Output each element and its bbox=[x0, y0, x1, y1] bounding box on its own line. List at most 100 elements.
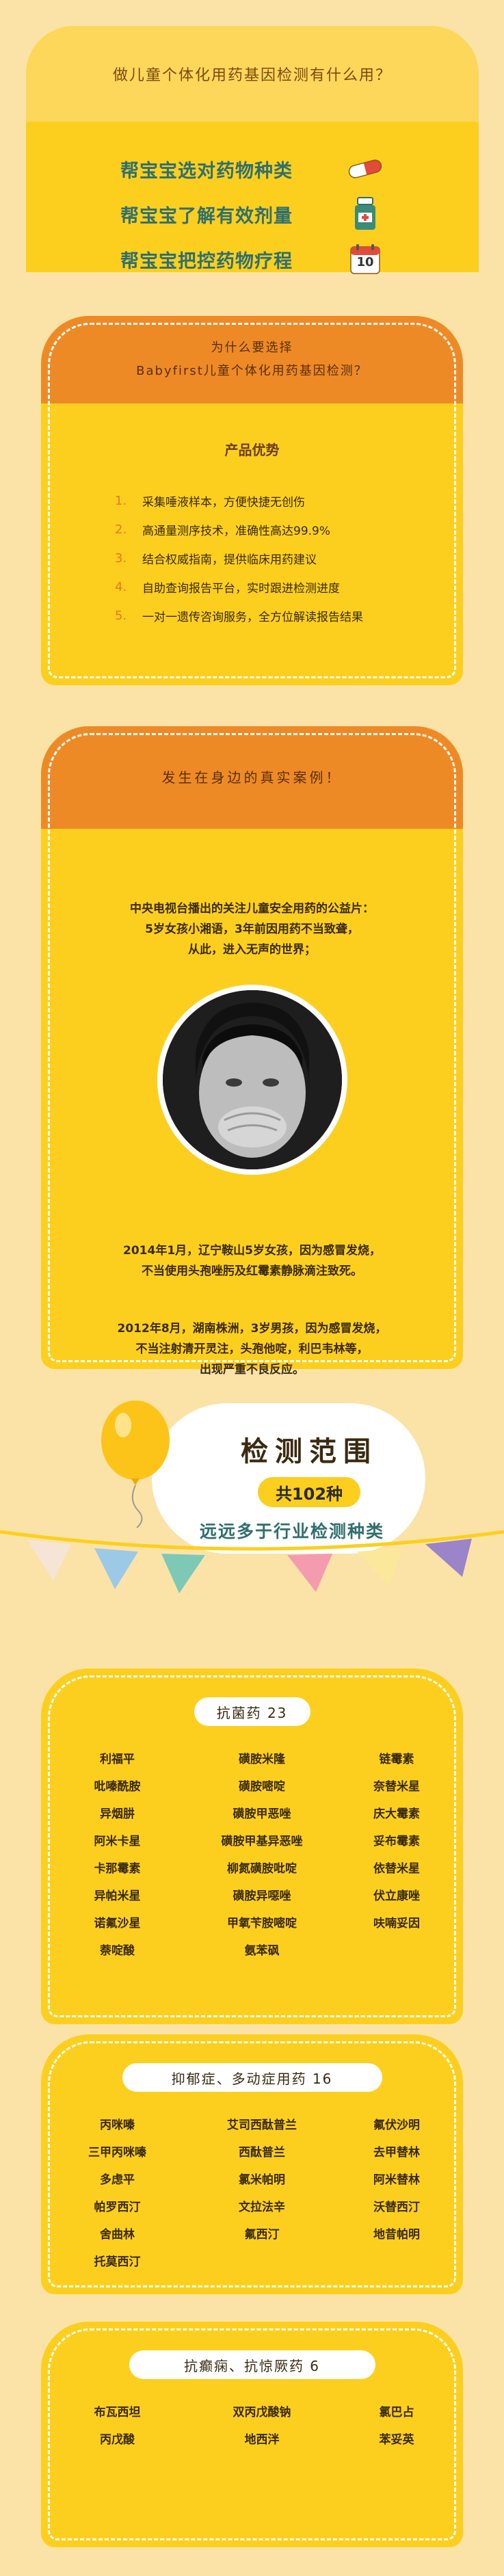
drug-name: 甲氧苄胺嘧啶 bbox=[227, 1916, 297, 1930]
drug-name: 丙咪嗪 bbox=[100, 2118, 135, 2132]
range-banner: 检测范围 共102种 远远多于行业检测种类 bbox=[0, 1376, 504, 1622]
drug-group-antiepileptic: 抗癫痫、抗惊厥药 6 布瓦西坦 双丙戊酸钠 氯巴占丙戊酸 地西泮 苯妥英 bbox=[41, 2322, 463, 2547]
drug-name: 三甲丙咪嗪 bbox=[88, 2145, 146, 2160]
drug-name: 磺胺异噁唑 bbox=[233, 1889, 291, 1903]
range-subtitle: 远远多于行业检测种类 bbox=[199, 1522, 384, 1541]
drug-name: 柳氮磺胺吡啶 bbox=[227, 1861, 297, 1876]
item-text: 高通量测序技术，准确性高达99.9% bbox=[142, 524, 331, 538]
drug-name: 庆大霉素 bbox=[373, 1807, 420, 1821]
advantages-list: 1. 采集唾液样本，方便快捷无创伤 2. 高通量测序技术，准确性高达99.9% 3.… bbox=[115, 486, 463, 630]
drug-group-title: 抗癫痫、抗惊厥药 6 bbox=[129, 2350, 375, 2379]
case-line: 不当注射清开灵注，头孢他啶，利巴韦林等， bbox=[135, 1342, 369, 1356]
item-number: 3. bbox=[115, 550, 127, 566]
drug-name: 地西泮 bbox=[244, 2432, 280, 2447]
item-number: 2. bbox=[115, 522, 127, 537]
calendar-day: 10 bbox=[356, 255, 374, 269]
list-item: 1. 采集唾液样本，方便快捷无创伤 bbox=[115, 486, 463, 515]
drug-name: 去甲替林 bbox=[373, 2145, 420, 2160]
list-item: 3. 结合权威指南，提供临床用药建议 bbox=[115, 544, 463, 572]
case-line: 不当使用头孢唑肟及红霉素静脉滴注致死。 bbox=[142, 1264, 362, 1278]
intro-title: 做儿童个体化用药基因检测有什么用？ bbox=[112, 67, 392, 84]
drug-name: 异烟肼 bbox=[100, 1807, 135, 1821]
drug-group-antibacterial: 抗菌药 23 利福平 磺胺米隆 链霉素 吡嗪酰胺 磺胺嘧啶 奈替米星 异烟肼 磺胺甲恶唑 庆大霉… bbox=[41, 1669, 463, 2024]
benefit-row: 帮宝宝选对药物种类 bbox=[26, 146, 479, 191]
drug-grid: 丙咪嗪 艾司西酞普兰 氟伏沙明三甲丙咪嗪 西酞普兰 去甲替林多虑平 氯米帕明 阿米替林帕罗西… bbox=[41, 2110, 463, 2274]
drug-name: 苯妥英 bbox=[379, 2432, 414, 2447]
medicine-bottle-icon bbox=[346, 195, 384, 233]
drug-group-title: 抑郁症、多动症用药 16 bbox=[122, 2063, 382, 2092]
drug-name: 奈替米星 bbox=[373, 1779, 420, 1794]
drug-name: 氯巴占 bbox=[379, 2405, 414, 2419]
benefit-label: 帮宝宝选对药物种类 bbox=[120, 160, 293, 182]
case-line: 出现严重不良反应。 bbox=[200, 1363, 304, 1377]
calendar-icon: 10 bbox=[346, 240, 384, 278]
drug-name: 文拉法辛 bbox=[239, 2200, 285, 2214]
drug-name: 依替米星 bbox=[373, 1861, 420, 1876]
intro-header: 做儿童个体化用药基因检测有什么用？ bbox=[26, 26, 479, 122]
drug-name: 异帕米星 bbox=[94, 1889, 141, 1903]
drug-name: 链霉素 bbox=[379, 1752, 414, 1766]
bunting-icon bbox=[0, 1530, 504, 1593]
balloon-icon bbox=[96, 1398, 178, 1530]
drug-name: 丙戊酸 bbox=[100, 2432, 135, 2447]
cases-title: 发生在身边的真实案例！ bbox=[161, 769, 343, 786]
drug-name: 呋喃妥因 bbox=[373, 1916, 420, 1930]
drug-name: 沃替西汀 bbox=[373, 2200, 420, 2214]
range-cloud: 检测范围 共102种 远远多于行业检测种类 bbox=[152, 1403, 425, 1554]
drug-name: 氯米帕明 bbox=[239, 2173, 285, 2187]
drug-name: 萘啶酸 bbox=[100, 1943, 135, 1958]
intro-card: 做儿童个体化用药基因检测有什么用？ 帮宝宝选对药物种类 帮宝宝了解有效剂量 帮宝… bbox=[26, 26, 479, 274]
why-title-line1: 为什么要选择 bbox=[211, 341, 293, 355]
drug-name: 氨苯砜 bbox=[244, 1943, 280, 1958]
case-paragraph: 2014年1月，辽宁鞍山5岁女孩，因为感冒发烧， 不当使用头孢唑肟及红霉素静脉滴… bbox=[41, 1240, 463, 1282]
case-line: 从此，进入无声的世界； bbox=[188, 943, 316, 957]
drug-grid: 利福平 磺胺米隆 链霉素 吡嗪酰胺 磺胺嘧啶 奈替米星 异烟肼 磺胺甲恶唑 庆大霉素 阿米卡星 磺胺… bbox=[41, 1744, 463, 1963]
drug-name: 伏立康唑 bbox=[373, 1889, 420, 1903]
dashed-border bbox=[48, 2041, 456, 2287]
list-item: 2. 高通量测序技术，准确性高达99.9% bbox=[115, 515, 463, 544]
why-header: 为什么要选择 Babyfirst儿童个体化用药基因检测？ bbox=[41, 316, 463, 403]
benefit-label: 帮宝宝了解有效剂量 bbox=[120, 205, 293, 227]
drug-name: 布瓦西坦 bbox=[94, 2405, 141, 2419]
list-item: 5. 一对一遗传咨询服务，全方位解读报告结果 bbox=[115, 601, 463, 630]
drug-name: 妥布霉素 bbox=[373, 1834, 420, 1848]
drug-name: 阿米卡星 bbox=[94, 1834, 141, 1848]
drug-name: 多虑平 bbox=[100, 2173, 135, 2187]
case-line: 2014年1月，辽宁鞍山5岁女孩，因为感冒发烧， bbox=[123, 1244, 381, 1258]
dashed-border bbox=[48, 2328, 456, 2540]
drug-name: 氟西汀 bbox=[244, 2227, 280, 2242]
list-item: 4. 自助查询报告平台，实时跟进检测进度 bbox=[115, 572, 463, 601]
drug-name: 双丙戊酸钠 bbox=[233, 2405, 291, 2419]
item-number: 5. bbox=[115, 608, 127, 623]
advantages-title: 产品优势 bbox=[224, 442, 280, 458]
drug-name: 地昔帕明 bbox=[373, 2227, 420, 2242]
drug-name: 诺氟沙星 bbox=[94, 1916, 141, 1930]
dashed-border bbox=[48, 1675, 456, 2017]
benefit-row: 帮宝宝把控药物疗程 10 bbox=[26, 237, 479, 282]
item-text: 采集唾液样本，方便快捷无创伤 bbox=[142, 495, 305, 509]
cases-header: 发生在身边的真实案例！ bbox=[41, 726, 463, 829]
drug-name: 舍曲林 bbox=[100, 2227, 135, 2242]
drug-name: 吡嗪酰胺 bbox=[94, 1779, 141, 1794]
drug-name: 氟伏沙明 bbox=[373, 2118, 420, 2132]
capsule-icon bbox=[346, 150, 384, 188]
item-text: 自助查询报告平台，实时跟进检测进度 bbox=[142, 581, 340, 596]
case-line: 2012年8月，湖南株洲，3岁男孩，因为感冒发烧， bbox=[117, 1322, 387, 1336]
drug-name: 阿米替林 bbox=[373, 2173, 420, 2187]
why-title-line2: Babyfirst儿童个体化用药基因检测？ bbox=[136, 364, 368, 378]
drug-name: 西酞普兰 bbox=[239, 2145, 285, 2160]
drug-name: 卡那霉素 bbox=[94, 1861, 141, 1876]
drug-name: 艾司西酞普兰 bbox=[227, 2118, 297, 2132]
item-number: 1. bbox=[115, 493, 127, 508]
drug-name: 帕罗西汀 bbox=[94, 2200, 141, 2214]
drug-group-antidepressant: 抑郁症、多动症用药 16 丙咪嗪 艾司西酞普兰 氟伏沙明三甲丙咪嗪 西酞普兰 去甲替林多… bbox=[41, 2034, 463, 2294]
cases-card: 发生在身边的真实案例！ 中央电视台播出的关注儿童安全用药的公益片： 5岁女孩小湘… bbox=[41, 726, 463, 1377]
range-title: 检测范围 bbox=[241, 1436, 377, 1468]
drug-group-title: 抗菌药 23 bbox=[194, 1697, 310, 1726]
drug-name: 磺胺米隆 bbox=[239, 1752, 285, 1766]
drug-name: 利福平 bbox=[100, 1752, 135, 1766]
benefit-row: 帮宝宝了解有效剂量 bbox=[26, 191, 479, 237]
item-text: 结合权威指南，提供临床用药建议 bbox=[142, 553, 317, 567]
benefit-label: 帮宝宝把控药物疗程 bbox=[120, 250, 293, 272]
case-paragraph: 2012年8月，湖南株洲，3岁男孩，因为感冒发烧， 不当注射清开灵注，头孢他啶，… bbox=[41, 1318, 463, 1380]
